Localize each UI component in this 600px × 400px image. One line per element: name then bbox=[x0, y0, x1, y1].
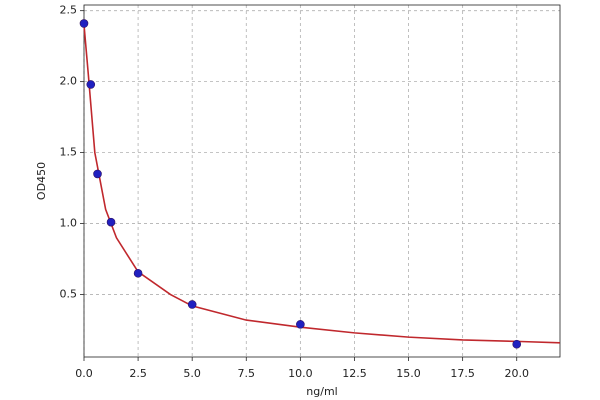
x-tick-label: 2.5 bbox=[129, 367, 147, 380]
data-point bbox=[512, 339, 522, 349]
x-axis-label: ng/ml bbox=[306, 385, 337, 398]
x-tick-label: 17.5 bbox=[450, 367, 475, 380]
x-tick-label: 15.0 bbox=[396, 367, 421, 380]
x-tick-label: 5.0 bbox=[183, 367, 201, 380]
y-axis-label: OD450 bbox=[35, 162, 48, 200]
data-point bbox=[86, 80, 96, 89]
plot-frame bbox=[83, 4, 561, 358]
y-tick-label: 1.5 bbox=[60, 146, 78, 159]
x-tick-label: 20.0 bbox=[504, 367, 529, 380]
data-point bbox=[133, 268, 143, 278]
y-tick-label: 2.0 bbox=[60, 75, 78, 88]
x-tick-label: 0.0 bbox=[75, 367, 93, 380]
x-tick-label: 7.5 bbox=[238, 367, 256, 380]
x-tick-label: 12.5 bbox=[342, 367, 367, 380]
x-tick-label: 10.0 bbox=[288, 367, 313, 380]
y-tick-label: 1.0 bbox=[60, 217, 78, 230]
data-point bbox=[106, 217, 116, 227]
data-point bbox=[79, 19, 89, 28]
y-tick-label: 0.5 bbox=[60, 288, 78, 301]
plot-area bbox=[84, 5, 560, 357]
data-point bbox=[93, 169, 102, 179]
data-point bbox=[296, 320, 305, 329]
y-tick-label: 2.5 bbox=[60, 4, 78, 17]
data-point bbox=[187, 300, 197, 309]
